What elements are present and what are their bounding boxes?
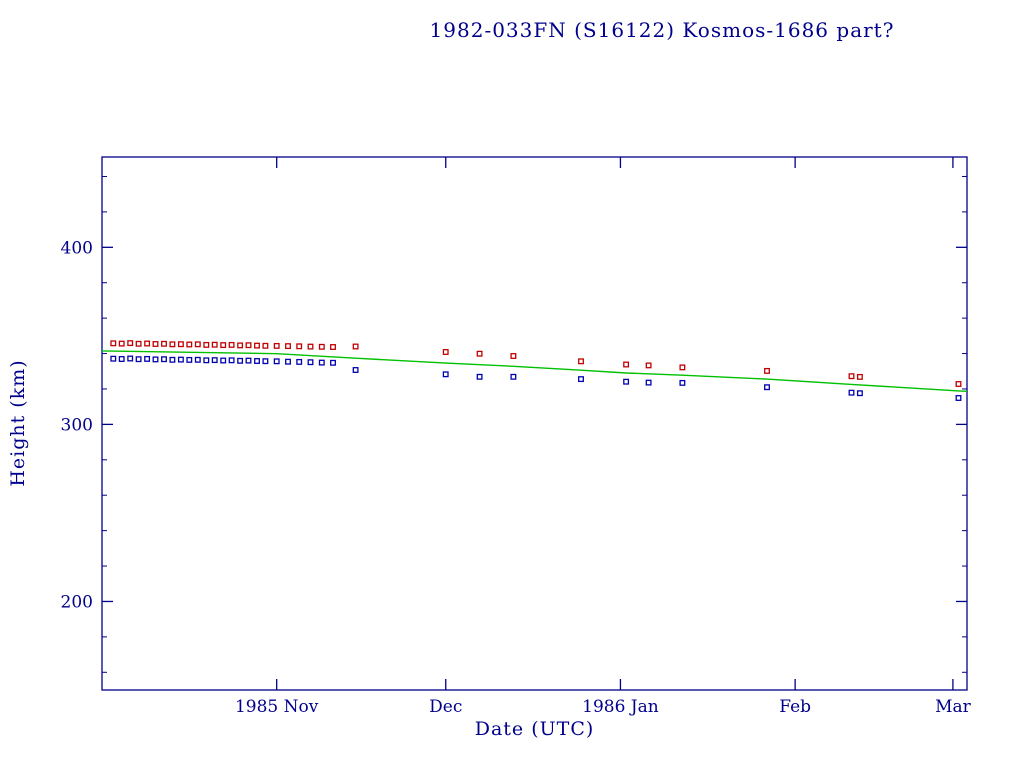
- chart-title: 1982-033FN (S16122) Kosmos-1686 part?: [429, 18, 895, 42]
- data-point-apogee-height: [237, 342, 244, 349]
- data-point-perigee-height: [955, 395, 962, 401]
- data-point-perigee-height: [177, 356, 184, 363]
- data-point-apogee-height: [262, 342, 269, 349]
- x-tick-label: Feb: [779, 697, 811, 717]
- data-point-apogee-height: [194, 341, 201, 348]
- data-point-apogee-height: [679, 364, 686, 371]
- data-point-apogee-height: [245, 342, 252, 349]
- data-point-perigee-height: [127, 355, 134, 362]
- data-point-perigee-height: [273, 358, 280, 365]
- data-point-apogee-height: [254, 342, 260, 349]
- data-point-perigee-height: [330, 359, 336, 366]
- data-point-perigee-height: [352, 367, 359, 373]
- data-point-apogee-height: [645, 362, 652, 369]
- data-point-perigee-height: [144, 355, 151, 362]
- data-point-apogee-height: [135, 340, 142, 347]
- data-point-perigee-height: [220, 357, 227, 364]
- data-point-perigee-height: [848, 389, 855, 396]
- y-tick-label: 400: [61, 238, 93, 258]
- data-point-perigee-height: [211, 357, 218, 364]
- y-tick-label: 300: [61, 415, 93, 435]
- data-point-perigee-height: [152, 356, 159, 363]
- data-point-apogee-height: [186, 341, 193, 348]
- data-point-perigee-height: [318, 359, 325, 366]
- data-point-apogee-height: [764, 367, 770, 374]
- data-point-perigee-height: [118, 356, 125, 362]
- data-point-apogee-height: [220, 342, 227, 349]
- data-point-apogee-height: [228, 341, 235, 348]
- data-point-apogee-height: [177, 341, 184, 348]
- data-point-perigee-height: [169, 356, 176, 363]
- data-point-apogee-height: [510, 353, 517, 359]
- data-point-apogee-height: [285, 343, 291, 350]
- fit-line-mean-height-fit: [101, 350, 968, 392]
- data-point-perigee-height: [237, 357, 244, 364]
- data-point-apogee-height: [203, 341, 210, 348]
- data-point-apogee-height: [848, 373, 855, 380]
- data-point-apogee-height: [127, 340, 134, 347]
- data-point-apogee-height: [144, 340, 151, 347]
- data-point-apogee-height: [211, 341, 218, 348]
- x-tick-label: 1985 Nov: [235, 697, 319, 717]
- data-point-apogee-height: [152, 341, 159, 347]
- data-point-perigee-height: [228, 357, 235, 364]
- data-point-perigee-height: [645, 379, 652, 386]
- x-tick-label: 1986 Jan: [582, 697, 659, 717]
- data-point-perigee-height: [442, 371, 449, 378]
- data-point-perigee-height: [203, 357, 210, 364]
- data-point-perigee-height: [245, 357, 252, 364]
- data-point-perigee-height: [296, 358, 303, 365]
- data-point-perigee-height: [254, 358, 260, 364]
- data-point-perigee-height: [623, 378, 630, 385]
- data-point-apogee-height: [352, 343, 359, 350]
- data-point-perigee-height: [476, 373, 483, 380]
- data-point-perigee-height: [262, 358, 269, 365]
- data-point-perigee-height: [578, 376, 584, 383]
- data-point-perigee-height: [110, 355, 117, 362]
- data-point-perigee-height: [679, 379, 686, 386]
- data-point-apogee-height: [578, 358, 584, 365]
- data-point-perigee-height: [764, 384, 770, 391]
- data-point-apogee-height: [330, 344, 336, 350]
- data-point-apogee-height: [273, 342, 280, 349]
- data-point-perigee-height: [307, 359, 314, 366]
- data-point-apogee-height: [442, 349, 449, 355]
- x-axis-label: Date (UTC): [474, 718, 595, 740]
- data-point-apogee-height: [307, 343, 314, 350]
- data-point-perigee-height: [856, 390, 863, 397]
- data-point-apogee-height: [296, 343, 303, 350]
- data-point-apogee-height: [161, 340, 167, 347]
- data-point-apogee-height: [623, 361, 630, 368]
- data-point-apogee-height: [118, 340, 125, 347]
- data-point-apogee-height: [318, 343, 325, 350]
- y-tick-label: 200: [61, 592, 93, 612]
- data-point-perigee-height: [135, 356, 142, 363]
- data-point-apogee-height: [856, 373, 863, 380]
- plot-border: [101, 156, 968, 691]
- data-point-apogee-height: [169, 341, 176, 348]
- data-point-apogee-height: [110, 340, 117, 347]
- x-tick-label: Mar: [935, 697, 972, 717]
- data-point-apogee-height: [955, 381, 962, 387]
- data-point-perigee-height: [194, 356, 201, 363]
- data-point-apogee-height: [476, 350, 483, 357]
- data-point-perigee-height: [285, 358, 291, 365]
- x-tick-label: Dec: [429, 697, 462, 717]
- data-point-perigee-height: [186, 356, 193, 363]
- data-point-perigee-height: [510, 373, 517, 380]
- data-point-perigee-height: [161, 356, 167, 363]
